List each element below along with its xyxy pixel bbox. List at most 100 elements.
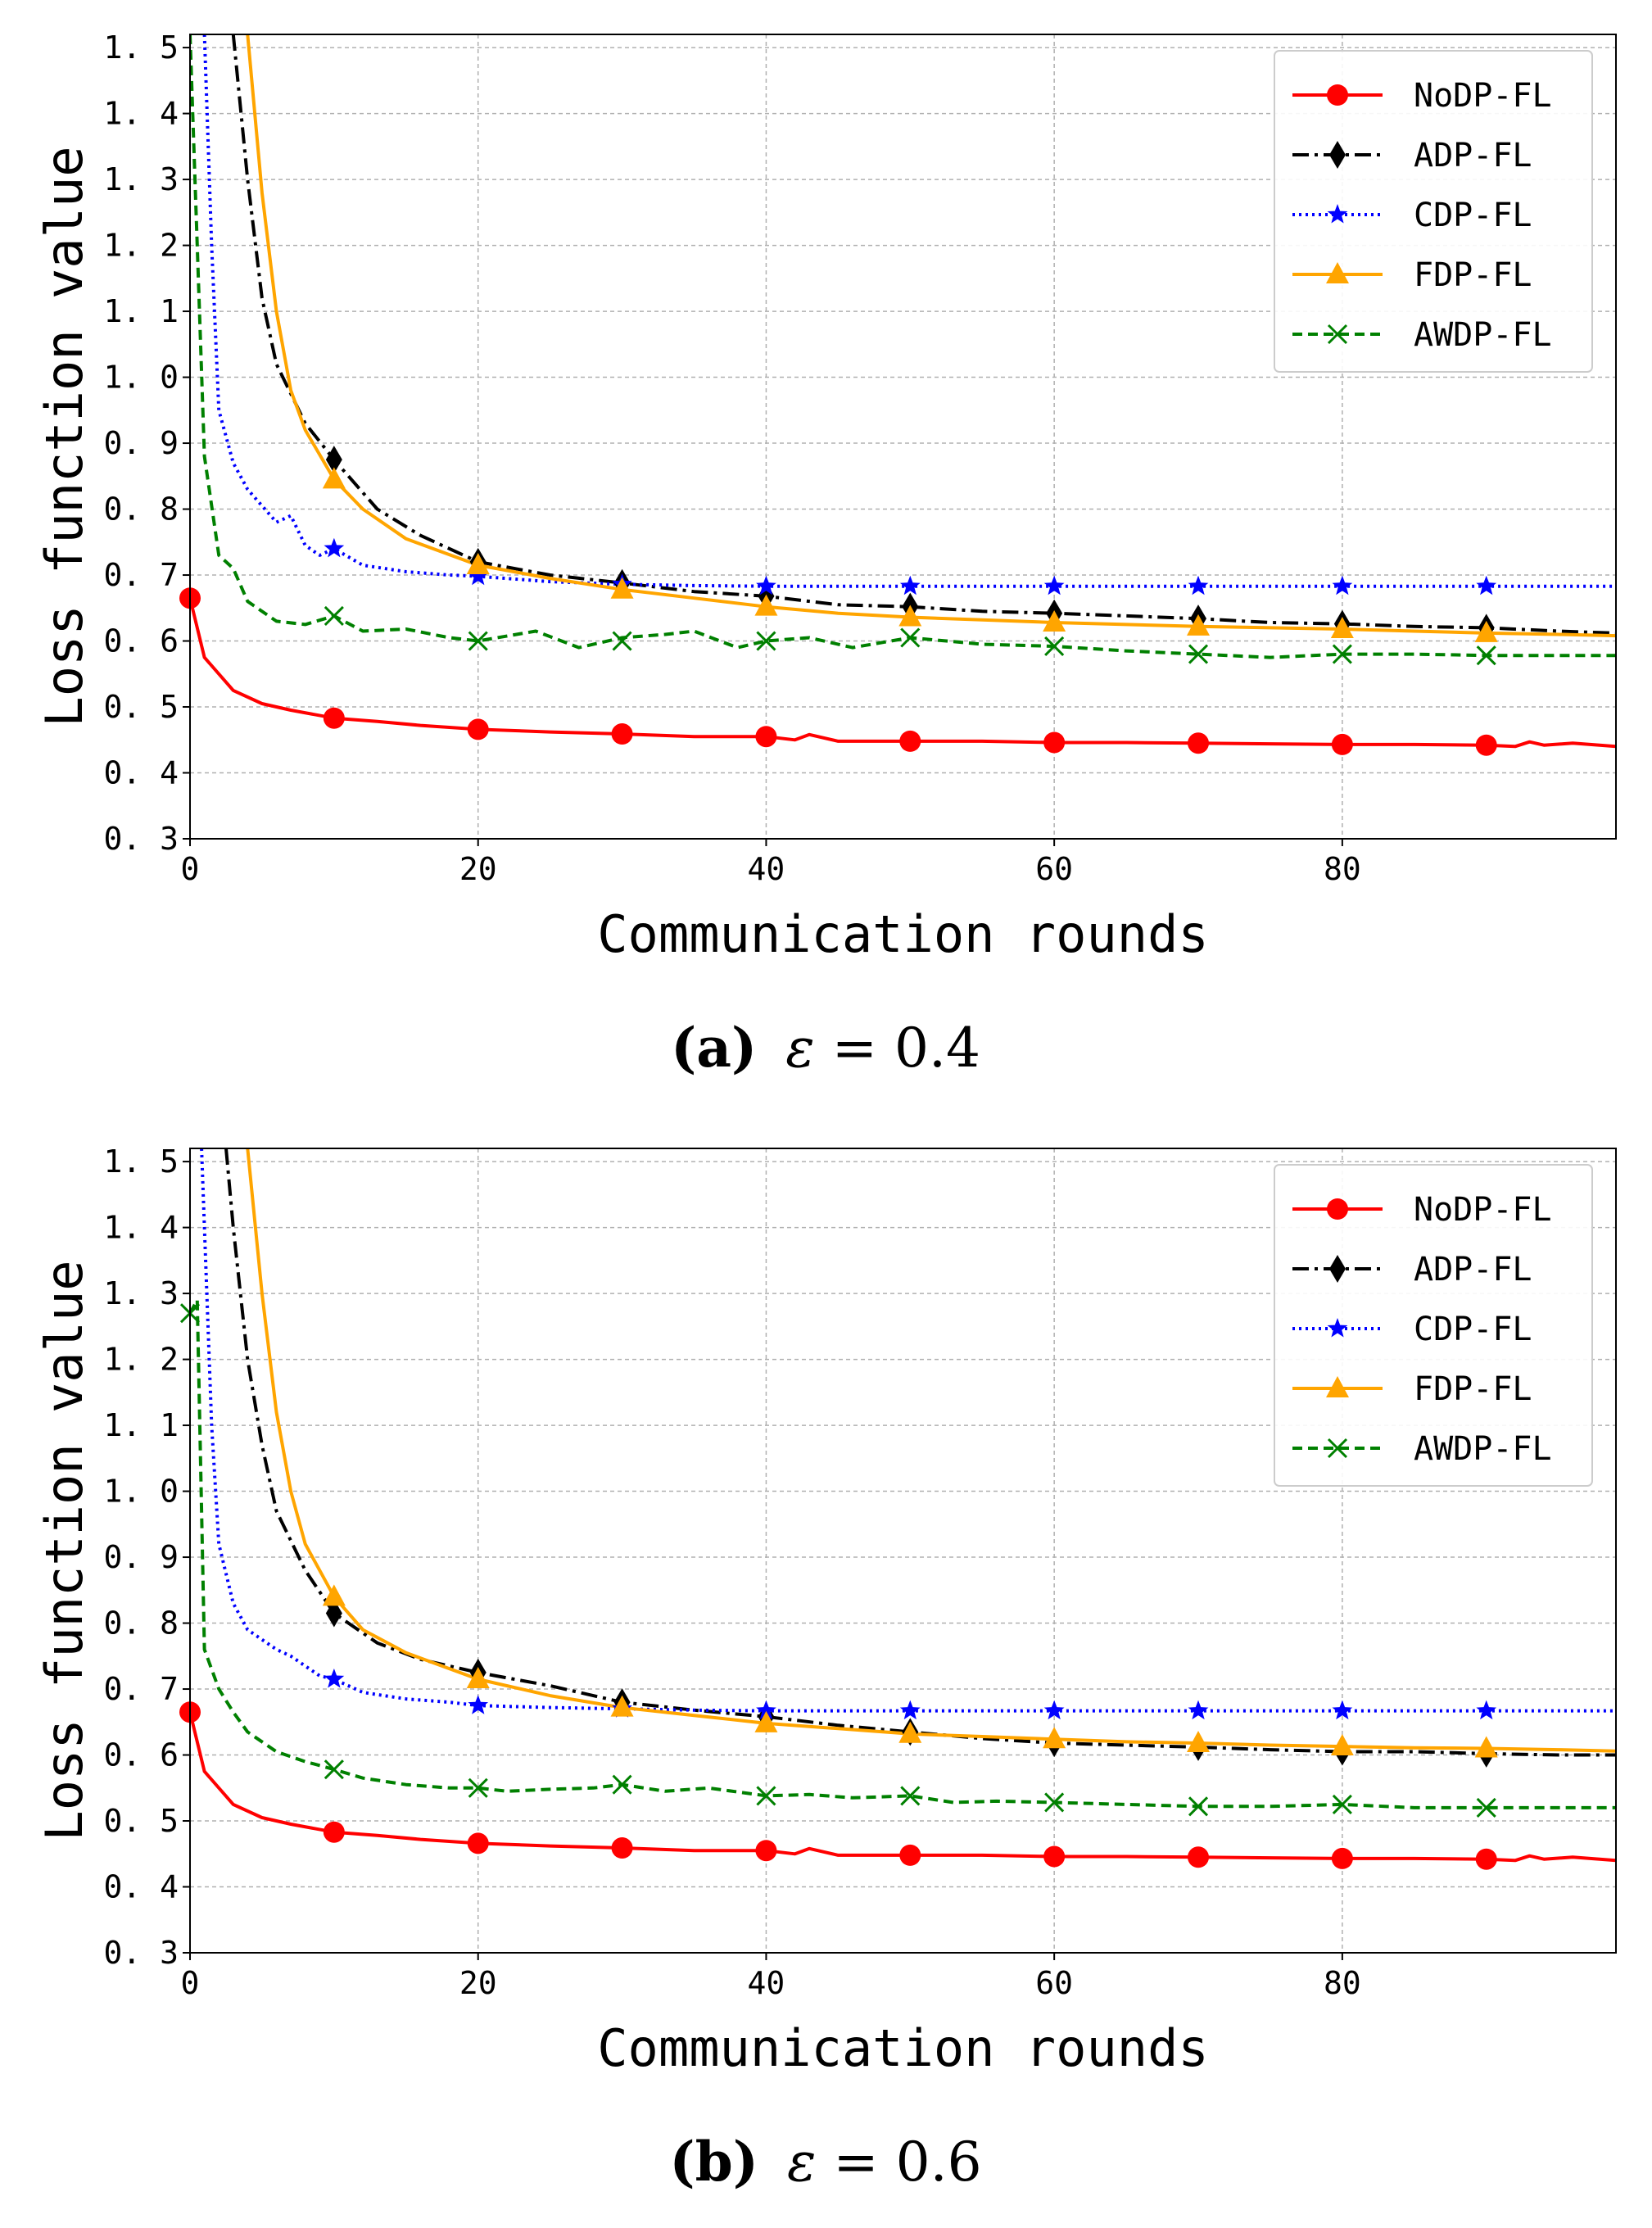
marker-nodp-fl (755, 1840, 777, 1862)
plot-frame (189, 1148, 1617, 1954)
marker-awdp-fl (468, 1777, 488, 1798)
x-tick-label: 0 (181, 1965, 200, 2001)
legend-marker (1327, 1318, 1348, 1338)
legend-marker (1327, 1198, 1348, 1220)
marker-adp-fl (325, 1599, 342, 1628)
legend-marker (1326, 1376, 1349, 1397)
caption-tag: (b) (669, 2130, 758, 2194)
marker-cdp-fl (1332, 1700, 1353, 1720)
marker-fdp-fl (1043, 609, 1066, 632)
marker-nodp-fl (611, 723, 633, 745)
y-axis-label: Loss function value (34, 146, 94, 727)
series-line-awdp-fl (190, 1298, 1616, 1809)
caption-tag: (a) (671, 1016, 757, 1080)
y-tick-label: 0. 5 (103, 689, 179, 725)
marker-awdp-fl (1332, 644, 1352, 664)
marker-nodp-fl (899, 1844, 921, 1866)
marker-awdp-fl (1476, 1797, 1496, 1818)
y-tick-label: 0. 4 (103, 1869, 179, 1905)
legend-marker (1327, 204, 1348, 224)
marker-nodp-fl (1475, 1848, 1497, 1870)
y-tick-label: 0. 8 (103, 491, 179, 528)
y-tick-label: 1. 2 (103, 228, 179, 264)
legend: NoDP-FL ADP-FL CDP-FL FDP-FL AWDP-FL (1274, 50, 1593, 373)
marker-fdp-fl (610, 577, 634, 599)
legend-label: CDP-FL (1414, 197, 1532, 234)
legend-label: NoDP-FL (1414, 77, 1552, 115)
y-tick-label: 0. 6 (103, 1737, 179, 1773)
y-tick-label: 1. 0 (103, 1474, 179, 1510)
marker-nodp-fl (323, 1821, 345, 1843)
x-tick-label: 20 (459, 851, 497, 887)
x-axis-label: Communication rounds (597, 904, 1209, 964)
marker-nodp-fl (899, 730, 921, 752)
x-tick-label: 40 (748, 1965, 785, 2001)
marker-awdp-fl (324, 1759, 344, 1780)
legend-marker (1326, 262, 1349, 283)
chart-b: 0 20 40 60 80 0. 3 0. 4 0. 5 0. 6 0. 7 0. 8 0. 9 1. … (34, 1143, 1617, 2194)
y-axis-label: Loss function value (34, 1260, 94, 1841)
axis-ticks: 0 20 40 60 80 0. 3 0. 4 0. 5 0. 6 0. 7 0. 8 0. 9 1. … (103, 1143, 1360, 2001)
marker-nodp-fl (1331, 733, 1353, 755)
x-axis-label: Communication rounds (597, 2018, 1209, 2078)
y-tick-label: 0. 3 (103, 1935, 179, 1971)
plot-frame (189, 34, 1617, 840)
y-tick-label: 1. 4 (103, 1210, 179, 1246)
marker-cdp-fl (468, 1695, 489, 1714)
y-tick-label: 1. 3 (103, 1275, 179, 1311)
marker-awdp-fl (900, 1786, 921, 1806)
x-tick-label: 60 (1035, 1965, 1073, 2001)
x-tick-label: 80 (1324, 851, 1361, 887)
marker-cdp-fl (324, 1669, 345, 1688)
marker-fdp-fl (610, 1695, 634, 1717)
legend-marker (1327, 84, 1348, 106)
marker-fdp-fl (1187, 1731, 1211, 1753)
marker-fdp-fl (1330, 1734, 1354, 1756)
legend-box (1274, 50, 1593, 373)
legend-marker (1329, 141, 1346, 169)
chart-a: 0 20 40 60 80 0. 3 0. 4 0. 5 0. 6 0. 7 0. 8 0. 9 1. … (34, 29, 1617, 1080)
marker-fdp-fl (1474, 1736, 1498, 1758)
marker-awdp-fl (324, 605, 344, 626)
marker-nodp-fl (755, 726, 777, 748)
marker-fdp-fl (754, 594, 778, 616)
marker-awdp-fl (612, 631, 632, 651)
y-tick-label: 0. 6 (103, 623, 179, 659)
figure-caption: (b) ε = 0.6 (669, 2130, 981, 2194)
y-tick-label: 0. 8 (103, 1605, 179, 1642)
legend-label: ADP-FL (1414, 137, 1532, 174)
marker-cdp-fl (1188, 1700, 1209, 1720)
y-tick-label: 1. 0 (103, 360, 179, 396)
legend-marker (1327, 1438, 1348, 1459)
y-tick-label: 0. 9 (103, 1539, 179, 1575)
marker-cdp-fl (1188, 575, 1209, 595)
marker-awdp-fl (1044, 1792, 1065, 1813)
y-tick-label: 0. 4 (103, 755, 179, 791)
marker-nodp-fl (467, 718, 489, 740)
marker-nodp-fl (1188, 732, 1210, 754)
x-tick-label: 40 (748, 851, 785, 887)
marker-awdp-fl (900, 627, 921, 648)
y-tick-label: 1. 1 (103, 1407, 179, 1443)
marker-fdp-fl (1187, 614, 1211, 636)
marker-adp-fl (325, 446, 342, 474)
marker-awdp-fl (612, 1774, 632, 1795)
legend-label: FDP-FL (1414, 1370, 1532, 1408)
legend-label: NoDP-FL (1414, 1191, 1552, 1229)
y-tick-label: 1. 3 (103, 161, 179, 197)
x-tick-label: 20 (459, 1965, 497, 2001)
legend-label: FDP-FL (1414, 256, 1532, 294)
series-markers (179, 1303, 1498, 1870)
y-tick-label: 1. 5 (103, 1143, 179, 1180)
marker-nodp-fl (1188, 1846, 1210, 1868)
legend-label: AWDP-FL (1414, 316, 1552, 354)
legend-marker (1327, 324, 1348, 345)
marker-cdp-fl (756, 575, 776, 595)
marker-cdp-fl (899, 1700, 921, 1720)
y-tick-label: 0. 3 (103, 821, 179, 857)
y-tick-label: 0. 9 (103, 425, 179, 461)
marker-cdp-fl (324, 537, 345, 558)
marker-cdp-fl (1476, 1700, 1497, 1720)
marker-awdp-fl (1044, 636, 1065, 657)
marker-cdp-fl (899, 575, 921, 595)
